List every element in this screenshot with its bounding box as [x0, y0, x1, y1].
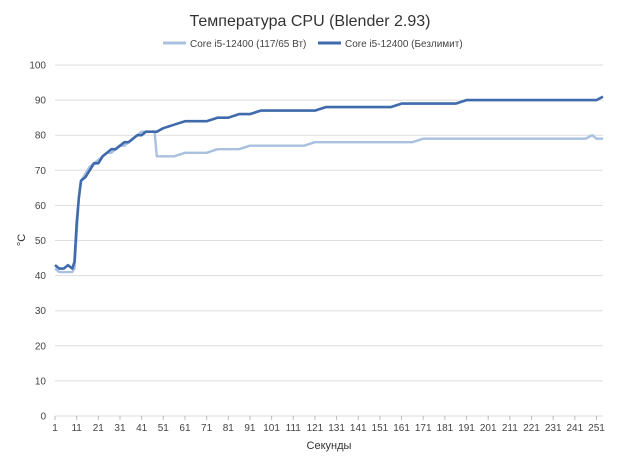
y-tick-label: 10	[35, 376, 47, 387]
x-tick-label: 101	[263, 423, 280, 434]
series-line-2	[54, 95, 604, 270]
x-tick-label: 71	[201, 423, 213, 434]
x-axis-label: Секунды	[307, 440, 352, 452]
x-tick-label: 151	[372, 423, 389, 434]
x-tick-label: 11	[71, 423, 82, 434]
x-tick-label: 61	[179, 423, 191, 434]
y-tick-label: 40	[35, 271, 47, 282]
x-tick-label: 251	[588, 423, 605, 434]
x-tick-label: 241	[566, 423, 583, 434]
y-tick-label: 20	[35, 341, 47, 352]
x-tick-label: 81	[223, 423, 235, 434]
chart-title: Температура CPU (Blender 2.93)	[190, 13, 431, 30]
x-tick-label: 191	[458, 423, 475, 434]
x-tick-label: 1	[52, 423, 58, 434]
y-tick-label: 60	[35, 201, 47, 212]
y-tick-label: 50	[35, 236, 47, 247]
gridlines	[55, 64, 603, 417]
x-tick-label: 31	[114, 423, 126, 434]
x-tick-label: 91	[244, 423, 256, 434]
x-tick-label: 171	[415, 423, 432, 434]
x-tick-label: 121	[307, 423, 324, 434]
x-tick-label: 211	[502, 423, 518, 434]
y-tick-label: 30	[35, 306, 47, 317]
x-tick-label: 21	[93, 423, 105, 434]
x-tick-label: 141	[350, 423, 367, 434]
series-layer	[54, 95, 604, 274]
x-tick-label: 111	[286, 423, 302, 434]
legend-label-series-1: Core i5-12400 (117/65 Вт)	[190, 39, 306, 50]
x-tick-label: 201	[480, 423, 497, 434]
x-tick-label: 161	[393, 423, 410, 434]
y-axis-ticks: 0 10 20 30 40 50 60 70 80 90 100	[29, 61, 46, 423]
x-axis-ticks: 1 11 21 31 41 51 61 71 81 91 101 111 121 131 141 151 161…	[52, 416, 605, 434]
y-tick-label: 90	[35, 96, 47, 107]
y-tick-label: 0	[40, 412, 46, 423]
y-axis-label: °C	[16, 234, 28, 246]
x-tick-label: 131	[328, 423, 345, 434]
x-tick-label: 41	[136, 423, 148, 434]
y-tick-label: 100	[29, 61, 46, 72]
legend: Core i5-12400 (117/65 Вт) Core i5-12400 …	[163, 39, 463, 50]
y-tick-label: 80	[35, 131, 47, 142]
x-tick-label: 181	[437, 423, 454, 434]
x-tick-label: 221	[523, 423, 540, 434]
x-tick-label: 51	[158, 423, 170, 434]
y-tick-label: 70	[35, 166, 47, 177]
legend-label-series-2: Core i5-12400 (Безлимит)	[345, 39, 463, 50]
series-line-1	[54, 130, 603, 274]
x-tick-label: 231	[545, 423, 562, 434]
